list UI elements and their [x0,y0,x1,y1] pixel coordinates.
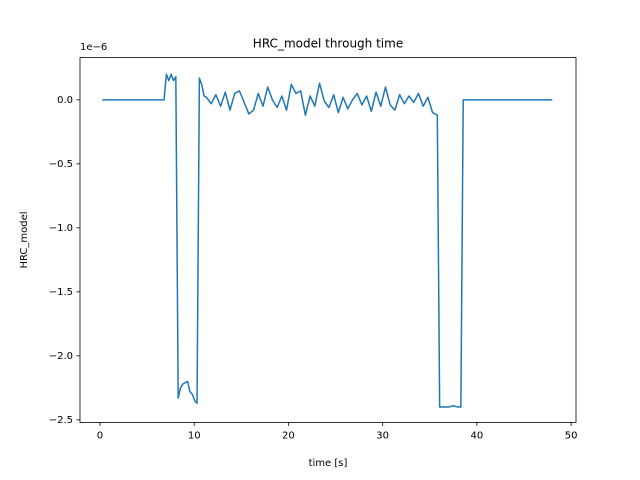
x-tick-label: 0 [97,430,103,441]
chart-title: HRC_model through time [253,37,403,51]
y-tick-label: 0.0 [57,95,73,106]
y-tick-label: −2.5 [49,415,73,426]
x-tick-label: 10 [188,430,201,441]
y-tick-label: −1.5 [49,287,73,298]
y-axis-label: HRC_model [19,211,30,268]
y-offset-label: 1e−6 [80,42,107,53]
y-tick-label: −2.0 [49,351,73,362]
plot-frame [79,57,577,423]
x-axis-label: time [s] [309,458,348,469]
x-tick-label: 40 [471,430,484,441]
x-tick-label: 50 [565,430,578,441]
x-tick-label: 20 [282,430,295,441]
y-tick-label: −1.0 [49,223,73,234]
data-line [102,73,553,408]
y-tick-label: −0.5 [49,159,73,170]
x-tick-label: 30 [376,430,389,441]
